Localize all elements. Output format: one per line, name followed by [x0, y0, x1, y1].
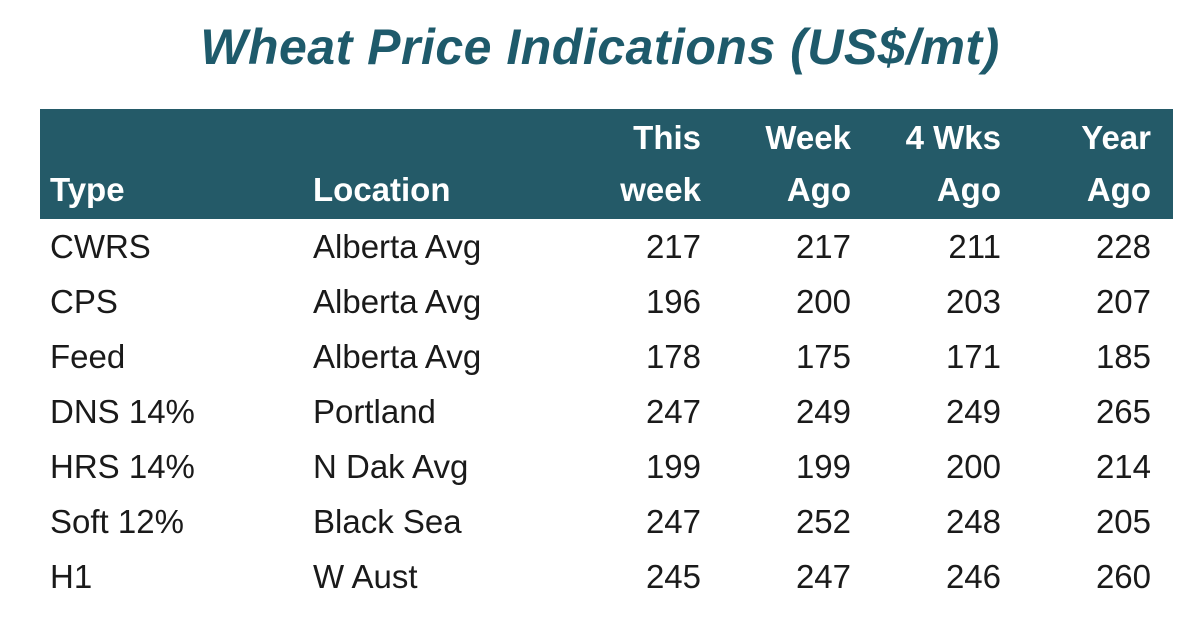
header-location-line-2: Location [313, 171, 451, 208]
cell-year-ago: 260 [1095, 557, 1151, 595]
table-row: CPS Alberta Avg 196 200 203 207 [40, 274, 1173, 329]
cell-this-week: 245 [645, 557, 701, 595]
chart-title: Wheat Price Indications (US$/mt) [200, 19, 1000, 75]
price-table: Type Location This week Week Ago 4 Wks A… [40, 109, 1173, 604]
header-four-wks-ago: 4 Wks Ago [873, 109, 1023, 219]
cell-type: CWRS [50, 227, 151, 265]
cell-location: Alberta Avg [313, 337, 482, 375]
cell-four-wks-ago: 171 [945, 337, 1001, 375]
cell-week-ago: 247 [795, 557, 851, 595]
header-week-ago-line-1: Week [765, 119, 851, 156]
cell-four-wks-ago: 246 [945, 557, 1001, 595]
cell-location: W Aust [313, 557, 418, 595]
header-four-wks-ago-line-2: Ago [936, 171, 1001, 208]
table-row: Soft 12% Black Sea 247 252 248 205 [40, 494, 1173, 549]
cell-this-week: 178 [645, 337, 701, 375]
header-year-ago: Year Ago [1023, 109, 1173, 219]
cell-year-ago: 205 [1095, 502, 1151, 540]
cell-this-week: 247 [645, 392, 701, 430]
cell-week-ago: 217 [795, 227, 851, 265]
cell-four-wks-ago: 248 [945, 502, 1001, 540]
cell-year-ago: 228 [1095, 227, 1151, 265]
header-this-week-line-2: week [620, 171, 701, 208]
cell-this-week: 217 [645, 227, 701, 265]
cell-four-wks-ago: 200 [945, 447, 1001, 485]
header-this-week: This week [573, 109, 723, 219]
table-row: H1 W Aust 245 247 246 260 [40, 549, 1173, 604]
cell-year-ago: 185 [1095, 337, 1151, 375]
cell-four-wks-ago: 203 [945, 282, 1001, 320]
table-row: CWRS Alberta Avg 217 217 211 228 [40, 219, 1173, 274]
table-body: CWRS Alberta Avg 217 217 211 228 CPS Alb… [40, 219, 1173, 604]
cell-four-wks-ago: 249 [945, 392, 1001, 430]
table-row: DNS 14% Portland 247 249 249 265 [40, 384, 1173, 439]
cell-this-week: 196 [645, 282, 701, 320]
cell-location: Portland [313, 392, 436, 430]
header-type-line-2: Type [50, 171, 125, 208]
cell-this-week: 247 [645, 502, 701, 540]
header-location: Location [303, 109, 573, 219]
cell-type: CPS [50, 282, 118, 320]
cell-week-ago: 249 [795, 392, 851, 430]
table-header: Type Location This week Week Ago 4 Wks A… [40, 109, 1173, 219]
cell-location: Alberta Avg [313, 282, 482, 320]
cell-week-ago: 199 [795, 447, 851, 485]
cell-location: N Dak Avg [313, 447, 469, 485]
cell-year-ago: 214 [1095, 447, 1151, 485]
cell-week-ago: 252 [795, 502, 851, 540]
cell-location: Black Sea [313, 502, 462, 540]
cell-type: DNS 14% [50, 392, 195, 430]
header-type: Type [40, 109, 303, 219]
header-year-ago-line-1: Year [1081, 119, 1151, 156]
header-week-ago-line-2: Ago [786, 171, 851, 208]
cell-week-ago: 175 [795, 337, 851, 375]
header-four-wks-ago-line-1: 4 Wks [905, 119, 1001, 156]
cell-type: Feed [50, 337, 126, 375]
header-row: Type Location This week Week Ago 4 Wks A… [40, 109, 1173, 219]
cell-location: Alberta Avg [313, 227, 482, 265]
cell-year-ago: 265 [1095, 392, 1151, 430]
table-row: HRS 14% N Dak Avg 199 199 200 214 [40, 439, 1173, 494]
table-row: Feed Alberta Avg 178 175 171 185 [40, 329, 1173, 384]
cell-this-week: 199 [645, 447, 701, 485]
header-this-week-line-1: This [633, 119, 701, 156]
header-week-ago: Week Ago [723, 109, 873, 219]
cell-four-wks-ago: 211 [948, 227, 1001, 265]
cell-type: H1 [50, 557, 93, 595]
cell-type: HRS 14% [50, 447, 195, 485]
cell-year-ago: 207 [1095, 282, 1151, 320]
cell-week-ago: 200 [795, 282, 851, 320]
cell-type: Soft 12% [50, 502, 184, 540]
header-year-ago-line-2: Ago [1086, 171, 1151, 208]
